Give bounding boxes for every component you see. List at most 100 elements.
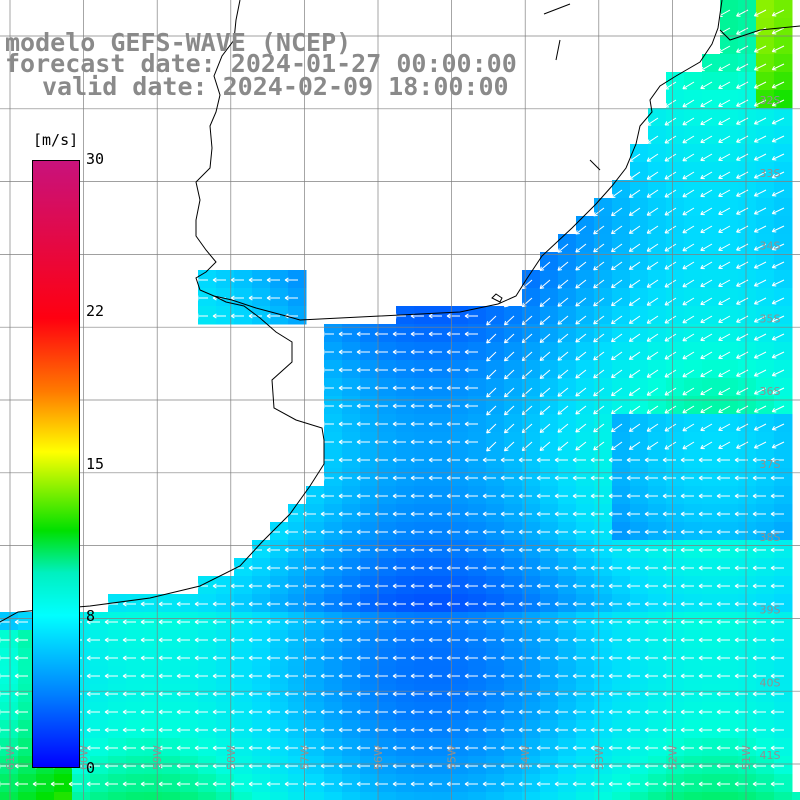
ocean-cell bbox=[666, 522, 685, 541]
ocean-cell bbox=[324, 486, 343, 505]
wind-arrow bbox=[500, 583, 514, 589]
wind-arrow bbox=[500, 781, 514, 787]
wind-arrow bbox=[446, 529, 460, 535]
wind-arrow bbox=[464, 475, 478, 481]
ocean-cell bbox=[198, 648, 217, 667]
coastline bbox=[0, 0, 800, 623]
wind-arrow bbox=[700, 153, 713, 162]
wind-arrow bbox=[718, 441, 731, 449]
ocean-cell bbox=[414, 450, 433, 469]
wind-arrow bbox=[464, 403, 478, 409]
wind-arrow bbox=[158, 673, 172, 679]
wind-arrow bbox=[662, 457, 676, 463]
wind-arrow bbox=[539, 441, 551, 451]
wind-arrow bbox=[392, 565, 406, 571]
ocean-cell bbox=[522, 378, 541, 397]
wind-arrow bbox=[486, 423, 497, 434]
wind-arrow bbox=[266, 691, 280, 697]
ocean-cell bbox=[720, 288, 739, 307]
wind-arrow bbox=[646, 207, 659, 216]
ocean-cell bbox=[234, 738, 253, 757]
ocean-cell bbox=[774, 792, 793, 800]
ocean-cell bbox=[522, 540, 541, 559]
wind-arrow bbox=[682, 279, 695, 288]
ocean-cell bbox=[612, 522, 631, 541]
ocean-cell bbox=[216, 666, 235, 685]
ocean-cell bbox=[540, 576, 559, 595]
wind-arrow bbox=[644, 493, 658, 499]
wind-arrow bbox=[320, 727, 334, 733]
ocean-cell bbox=[288, 288, 307, 307]
ocean-cell bbox=[684, 324, 703, 343]
ocean-cell bbox=[306, 792, 325, 800]
ocean-cell bbox=[576, 612, 595, 631]
ocean-cell bbox=[756, 324, 775, 343]
wind-arrow bbox=[753, 189, 767, 197]
ocean-cell bbox=[774, 306, 793, 325]
wind-arrow bbox=[86, 655, 100, 661]
wind-arrow bbox=[718, 315, 731, 323]
ocean-cell bbox=[342, 774, 361, 793]
ocean-cell bbox=[648, 306, 667, 325]
ocean-cell bbox=[648, 162, 667, 181]
ocean-cell bbox=[738, 126, 757, 145]
wind-arrow bbox=[716, 493, 730, 499]
ocean-cell bbox=[756, 198, 775, 217]
ocean-cell bbox=[414, 378, 433, 397]
ocean-cell bbox=[738, 612, 757, 631]
wind-arrow bbox=[194, 781, 208, 787]
ocean-cell bbox=[18, 738, 37, 757]
wind-arrow bbox=[662, 781, 676, 787]
wind-arrow bbox=[682, 135, 695, 144]
wind-arrow bbox=[716, 673, 730, 679]
wind-arrow bbox=[410, 403, 424, 409]
wind-arrow bbox=[446, 655, 460, 661]
colorbar-tick-15: 15 bbox=[86, 455, 105, 473]
wind-arrow bbox=[356, 367, 370, 373]
wind-arrow bbox=[646, 387, 659, 396]
wind-arrow bbox=[230, 655, 244, 661]
ocean-cell bbox=[252, 738, 271, 757]
wind-arrow bbox=[718, 135, 731, 143]
ocean-cell bbox=[612, 792, 631, 800]
ocean-cell bbox=[468, 666, 487, 685]
ocean-cell bbox=[738, 684, 757, 703]
ocean-cell bbox=[450, 504, 469, 523]
wind-arrow bbox=[284, 601, 298, 607]
wind-arrow bbox=[590, 637, 604, 643]
wind-arrow bbox=[428, 691, 442, 697]
wind-arrow bbox=[771, 333, 785, 341]
ocean-cell bbox=[684, 396, 703, 415]
ocean-cell bbox=[234, 576, 253, 595]
wind-arrow bbox=[608, 583, 622, 589]
ocean-cell bbox=[774, 144, 793, 163]
ocean-cell bbox=[378, 504, 397, 523]
wind-arrow bbox=[338, 655, 352, 661]
ocean-cell bbox=[414, 576, 433, 595]
ocean-cell bbox=[414, 360, 433, 379]
wind-arrow bbox=[753, 117, 767, 125]
wind-arrow bbox=[158, 637, 172, 643]
wind-arrow bbox=[320, 565, 334, 571]
ocean-cell bbox=[756, 540, 775, 559]
ocean-cell bbox=[522, 576, 541, 595]
wind-arrow bbox=[176, 673, 190, 679]
ocean-cell bbox=[648, 558, 667, 577]
wind-arrow bbox=[158, 601, 172, 607]
wind-arrow bbox=[590, 511, 604, 517]
wind-arrow bbox=[446, 349, 460, 355]
ocean-cell bbox=[612, 450, 631, 469]
ocean-cell bbox=[432, 486, 451, 505]
ocean-cell bbox=[504, 576, 523, 595]
ocean-cell bbox=[0, 756, 19, 775]
wind-arrow bbox=[753, 423, 767, 431]
wind-arrow bbox=[770, 655, 784, 661]
wind-arrow bbox=[575, 297, 587, 307]
wind-arrow bbox=[662, 547, 676, 553]
ocean-cell bbox=[396, 360, 415, 379]
wind-arrow bbox=[554, 709, 568, 715]
ocean-cell bbox=[522, 756, 541, 775]
ocean-cell bbox=[774, 486, 793, 505]
ocean-cell bbox=[198, 576, 217, 595]
